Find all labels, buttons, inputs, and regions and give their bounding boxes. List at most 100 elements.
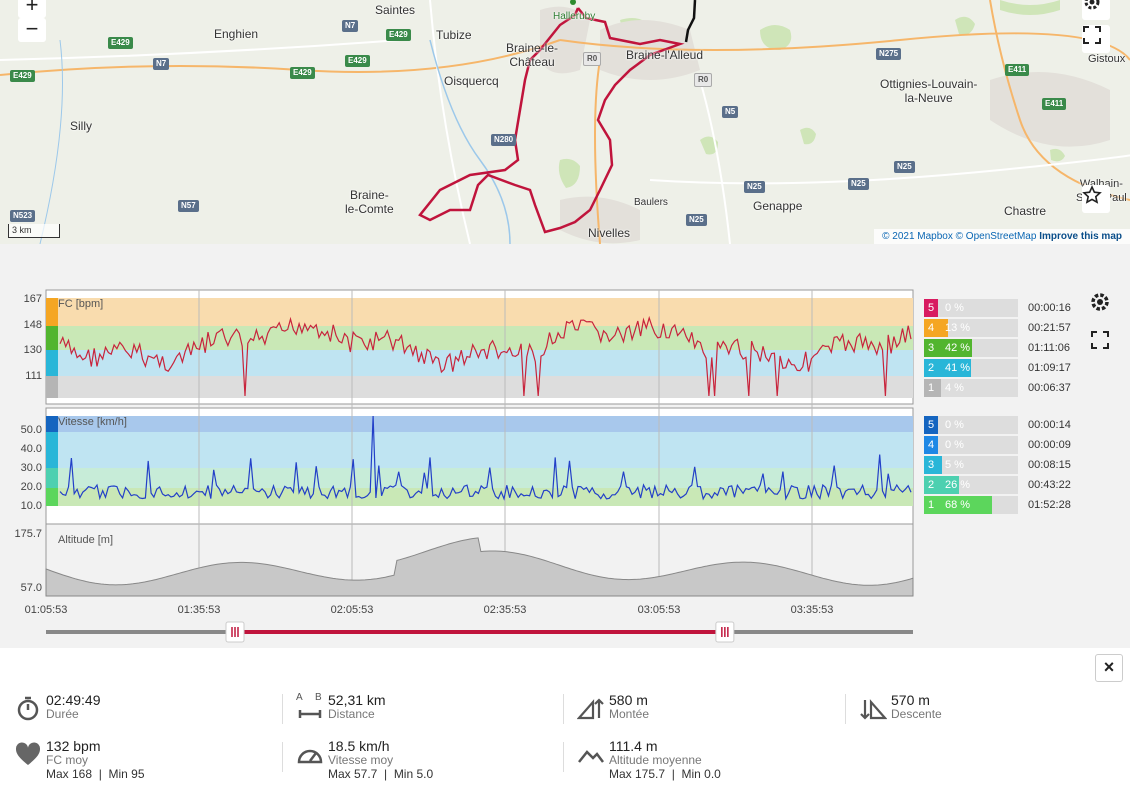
gear-icon — [1091, 293, 1109, 311]
hr-zone-marker — [46, 376, 58, 398]
charts-canvas[interactable]: FC [bpm] Vitesse [km/h] Altitude [m] — [0, 244, 1130, 648]
stat-descent: 570 m Descente — [845, 692, 1125, 736]
stopwatch-icon — [17, 696, 39, 721]
zone-percent: 41 % — [945, 362, 971, 374]
zone-percent: 26 % — [945, 479, 971, 491]
zone-row: 4 13 % — [924, 319, 1018, 337]
charts-panel: FC [bpm] Vitesse [km/h] Altitude [m] 167 1… — [0, 244, 1130, 648]
x-tick: 03:35:53 — [790, 604, 834, 616]
place-ottignies: Ottignies-Louvain- la-Neuve — [880, 77, 978, 105]
mapbox-link[interactable]: © 2021 Mapbox — [882, 231, 953, 242]
favorite-button[interactable] — [1082, 185, 1110, 213]
place-braine-l-alleud: Braine-l'Alleud — [626, 48, 703, 62]
hr-zone-band — [58, 326, 913, 350]
descent-label: Descente — [891, 707, 942, 721]
zone-time: 01:11:06 — [1028, 342, 1071, 354]
zone-percent: 68 % — [945, 499, 971, 511]
hr-zone-marker — [46, 350, 58, 376]
hr-ytick: 148 — [23, 319, 42, 331]
zone-row: 3 5 % — [924, 456, 1018, 474]
star-icon — [1082, 185, 1102, 204]
climb-icon — [577, 698, 604, 720]
road-n5: N5 — [722, 106, 739, 118]
road-e411: E411 — [1005, 64, 1030, 76]
zone-bar — [938, 379, 942, 397]
zone-row: 3 42 % — [924, 339, 1018, 357]
improve-map-link[interactable]: Improve this map — [1039, 231, 1122, 242]
route-map[interactable]: Saintes Enghien Tubize Braine-le- Châtea… — [0, 0, 1130, 244]
chart-settings-button[interactable] — [1087, 289, 1113, 315]
speed-ytick: 40.0 — [20, 443, 42, 455]
zone-number: 1 — [924, 496, 938, 514]
zone-percent: 0 % — [945, 302, 964, 314]
stat-duration: 02:49:49 Durée — [0, 692, 280, 736]
place-enghien: Enghien — [214, 27, 259, 41]
speed-minmax: Max 57.7 | Min 5.0 — [328, 767, 434, 781]
road-r0: R0 — [583, 52, 602, 66]
altitude-minmax: Max 175.7 | Min 0.0 — [609, 767, 721, 781]
speed-ytick: 20.0 — [20, 481, 42, 493]
zone-percent: 4 % — [945, 382, 964, 394]
place-chastre: Chastre — [1004, 204, 1047, 218]
hr-ytick: 111 — [25, 370, 42, 382]
close-button[interactable]: × — [1095, 654, 1123, 682]
road-e429: E429 — [10, 70, 35, 82]
place-silly: Silly — [70, 119, 93, 133]
chart-fullscreen-button[interactable] — [1087, 327, 1113, 353]
stat-altitude: 111.4 m Altitude moyenne Max 175.7 | Min… — [563, 738, 843, 782]
zone-number: 4 — [924, 319, 938, 337]
map-settings-button[interactable] — [1082, 0, 1110, 20]
zone-time: 01:52:28 — [1028, 499, 1071, 511]
speed-zone-marker — [46, 488, 58, 506]
zone-bar — [938, 339, 972, 357]
distance-icon-a: A — [296, 692, 303, 703]
place-saintes: Saintes — [375, 3, 416, 17]
descent-icon — [860, 699, 887, 720]
speed-value: 18.5 km/h — [328, 738, 390, 754]
osm-link[interactable]: OpenStreetMap — [965, 231, 1037, 242]
zone-number: 2 — [924, 359, 938, 377]
zone-number: 2 — [924, 476, 938, 494]
hr-zone-marker — [46, 298, 58, 326]
zoom-in-button[interactable]: + — [18, 0, 46, 18]
speed-zone-band — [58, 468, 913, 488]
altitude-area — [45, 537, 914, 597]
fullscreen-icon — [1083, 26, 1101, 44]
zone-number: 1 — [924, 379, 938, 397]
divider — [563, 694, 564, 724]
map-fullscreen-button[interactable] — [1082, 25, 1110, 53]
duration-label: Durée — [46, 707, 79, 721]
road-n25: N25 — [686, 214, 707, 226]
speed-zone-band — [58, 432, 913, 450]
place-genappe: Genappe — [753, 199, 803, 213]
zone-row: 4 0 % — [924, 436, 1018, 454]
hr-series-line — [59, 315, 912, 397]
hr-value: 132 bpm — [46, 738, 101, 754]
zone-row: 1 68 % — [924, 496, 1018, 514]
speed-zone-marker — [46, 468, 58, 488]
distance-value: 52,31 km — [328, 692, 386, 708]
place-halleruby: Halleruby — [553, 11, 596, 22]
road-e429: E429 — [290, 67, 315, 79]
speed-zone-band — [58, 416, 913, 432]
zone-percent: 0 % — [945, 419, 964, 431]
speed-zone-band — [58, 450, 913, 468]
distance-icon-b: B — [315, 692, 322, 703]
place-baulers: Baulers — [634, 197, 668, 208]
speed-zone-marker — [46, 450, 58, 468]
road-n25: N25 — [894, 161, 915, 173]
zone-percent: 5 % — [945, 459, 964, 471]
zone-percent: 13 % — [945, 322, 971, 334]
zone-number: 5 — [924, 299, 938, 317]
road-n25: N25 — [848, 178, 869, 190]
place-gistoux: Gistoux — [1088, 53, 1126, 65]
zone-time: 00:00:16 — [1028, 302, 1071, 314]
alt-chart-title: Altitude [m] — [58, 534, 113, 546]
speed-chart-title: Vitesse [km/h] — [58, 416, 127, 428]
road-n275: N275 — [876, 48, 902, 60]
speed-ytick: 50.0 — [20, 424, 42, 436]
road-n7: N7 — [153, 58, 170, 70]
road-e429: E429 — [108, 37, 133, 49]
zoom-out-button[interactable]: − — [18, 18, 46, 42]
x-tick: 02:05:53 — [330, 604, 374, 616]
